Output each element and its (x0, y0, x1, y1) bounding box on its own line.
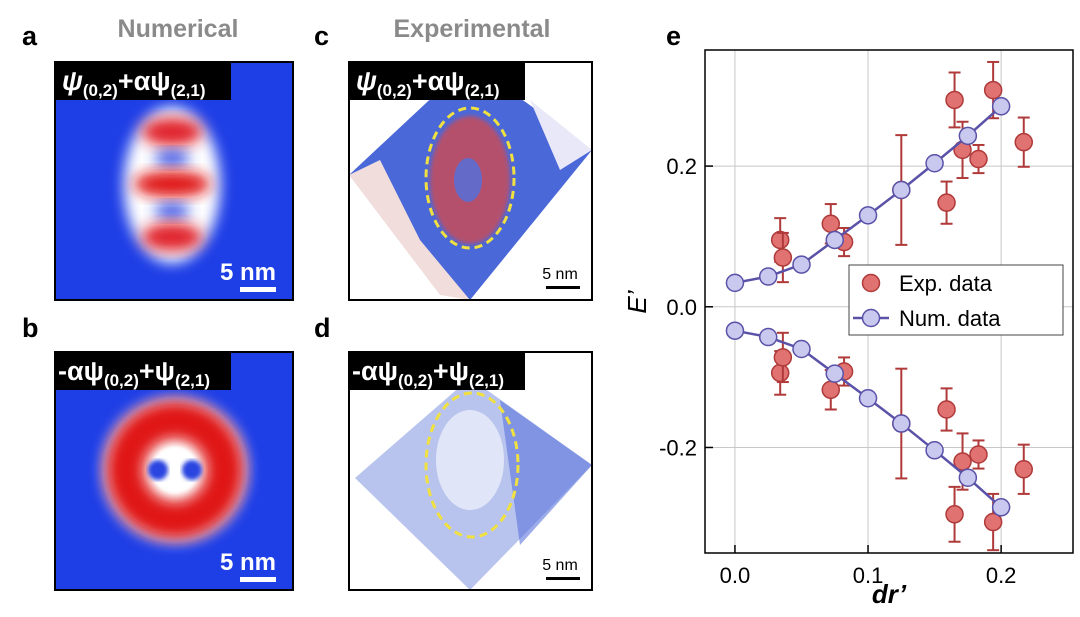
y-tick-label: -0.2 (659, 435, 697, 460)
data-point (792, 339, 811, 359)
data-point (821, 380, 841, 400)
x-tick-label: 0.1 (853, 563, 884, 588)
data-point (1014, 132, 1034, 152)
y-tick-label: 0.0 (666, 295, 697, 320)
legend-label: Num. data (899, 306, 1001, 331)
data-point (945, 90, 964, 110)
legend-box (848, 264, 1064, 336)
formula-box (55, 62, 231, 100)
data-point (969, 149, 988, 169)
data-point (958, 126, 978, 146)
scale-bar-label: 5 nm (542, 557, 578, 574)
data-point (758, 327, 778, 347)
formula-box (349, 352, 525, 390)
data-point (945, 505, 964, 524)
panel-label: a (22, 21, 38, 51)
panel-label: c (314, 21, 329, 51)
data-point (991, 498, 1011, 517)
data-point (770, 230, 790, 250)
data-point (725, 273, 745, 293)
panel-label: b (22, 313, 39, 343)
image-a (55, 62, 293, 300)
data-point (758, 267, 778, 286)
data-point (825, 230, 845, 250)
image-b (55, 352, 293, 590)
x-tick-label: 0.0 (720, 563, 751, 588)
panel-title: Experimental (393, 15, 550, 43)
formula: -αψ(0,2)+ψ(2,1) (58, 356, 210, 390)
legend-label: Exp. data (899, 271, 993, 296)
x-tick-label: 0.2 (986, 563, 1017, 588)
data-point (858, 388, 878, 408)
data-point (958, 468, 978, 487)
scale-bar (240, 577, 276, 582)
scale-bar (546, 286, 580, 289)
scale-bar (546, 577, 580, 580)
data-point (937, 400, 956, 419)
data-point (792, 255, 811, 274)
data-point (983, 512, 1003, 532)
scale-bar (240, 287, 276, 292)
scale-bar-label: 5 nm (220, 259, 276, 286)
data-point (892, 180, 911, 200)
formula-box (55, 352, 231, 390)
data-point (892, 414, 911, 433)
plot-frame (704, 49, 1074, 554)
x-axis-label: dr’ (872, 579, 907, 609)
y-tick-label: 0.2 (666, 154, 697, 179)
scale-bar-label: 5 nm (220, 549, 276, 576)
formula: ψ(0,2)+αψ(2,1) (62, 66, 206, 100)
data-point (773, 348, 793, 367)
panel-label: e (666, 21, 681, 51)
data-point (937, 193, 956, 212)
data-point (770, 363, 790, 383)
panel-label: d (314, 313, 331, 343)
scale-bar-label: 5 nm (542, 266, 578, 283)
legend-marker (861, 308, 881, 328)
data-point (825, 364, 845, 383)
data-point (969, 445, 988, 464)
legend-marker (861, 273, 881, 293)
formula: ψ(0,2)+αψ(2,1) (356, 66, 500, 100)
image-d (349, 352, 592, 590)
panel-title: Numerical (118, 15, 239, 43)
data-point (773, 248, 793, 267)
formula-box (349, 62, 525, 100)
data-point (925, 154, 944, 173)
data-point (983, 80, 1003, 100)
formula: -αψ(0,2)+ψ(2,1) (352, 356, 504, 390)
data-point (953, 452, 972, 471)
data-point (925, 441, 944, 460)
data-point (991, 97, 1011, 116)
data-point (1014, 460, 1034, 479)
chart: E’ dr’ 0.0 0.1 0.2 -0.2 0.0 0.2 Exp. data Num. … (622, 49, 1074, 609)
data-point (858, 206, 878, 225)
data-point (725, 321, 745, 340)
data-point (821, 214, 841, 234)
y-axis-label: E’ (622, 289, 652, 313)
image-c (349, 62, 592, 300)
